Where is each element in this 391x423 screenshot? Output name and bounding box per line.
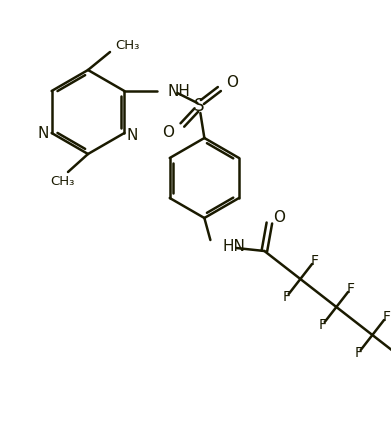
- Text: O: O: [273, 209, 285, 225]
- Text: O: O: [226, 74, 239, 90]
- Text: F: F: [390, 374, 391, 388]
- Text: F: F: [310, 254, 319, 268]
- Text: F: F: [282, 290, 290, 304]
- Text: F: F: [354, 346, 362, 360]
- Text: F: F: [346, 282, 355, 296]
- Text: NH: NH: [167, 83, 190, 99]
- Text: HN: HN: [222, 239, 245, 253]
- Text: CH₃: CH₃: [50, 175, 74, 187]
- Text: O: O: [162, 124, 174, 140]
- Text: CH₃: CH₃: [115, 38, 139, 52]
- Text: F: F: [382, 310, 391, 324]
- Text: S: S: [194, 97, 204, 115]
- Text: F: F: [318, 318, 326, 332]
- Text: N: N: [126, 127, 138, 143]
- Text: N: N: [37, 126, 48, 140]
